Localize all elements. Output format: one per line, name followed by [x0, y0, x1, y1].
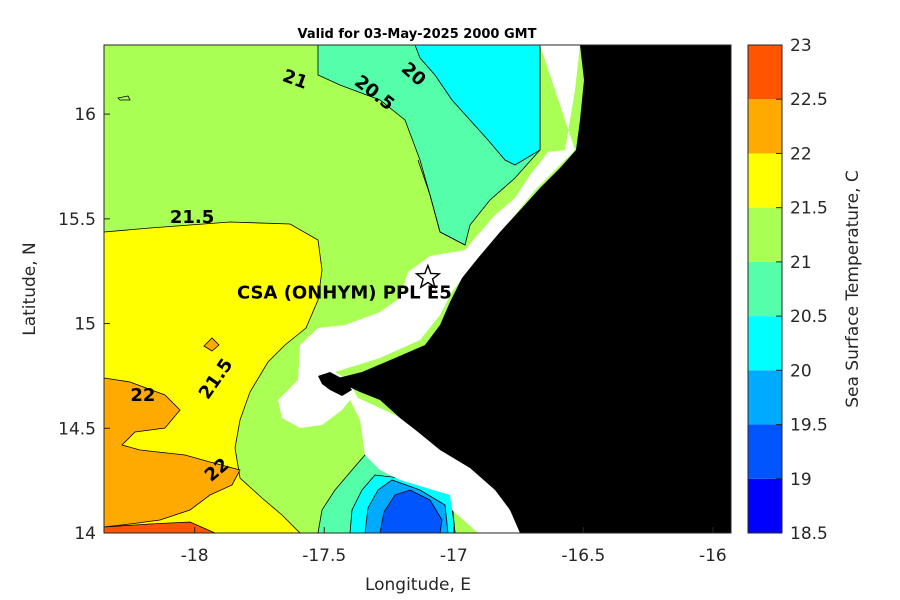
colorbar-swatch	[748, 153, 782, 208]
colorbar-swatch	[748, 99, 782, 154]
colorbar-swatch	[748, 45, 782, 100]
colorbar-swatch	[748, 207, 782, 262]
sst-region-19-south	[379, 489, 443, 533]
colorbar-tick-label: 18.5	[790, 524, 828, 544]
cape-verde-peninsula	[318, 372, 352, 396]
y-tick-label: 15.5	[58, 210, 96, 230]
colorbar-tick-label: 20.5	[790, 307, 828, 327]
map-frame	[103, 44, 732, 534]
sst-region-20	[414, 45, 541, 166]
colorbar-tick-label: 19.5	[790, 416, 828, 436]
y-tick-label: 14	[74, 524, 96, 544]
contour-line-21-5	[417, 159, 466, 246]
nodata-coastal-band	[278, 45, 580, 533]
colorbar-tick-label: 22	[790, 144, 812, 164]
sst-blob-22	[203, 337, 220, 352]
colorbar-swatch	[748, 424, 782, 479]
colorbar-swatch	[748, 316, 782, 371]
figure-title: Valid for 03-May-2025 2000 GMT	[298, 27, 537, 42]
y-axis-label: Latitude, N	[20, 242, 40, 336]
x-axis-label: Longitude, E	[365, 575, 471, 595]
x-axis-ticks: -18 -17.5 -17 -16.5 -16	[181, 527, 727, 566]
colorbar-tick-label: 19	[790, 470, 812, 490]
x-tick-label: -16	[699, 546, 727, 566]
contour-label: 22	[130, 385, 155, 406]
colorbar-frame	[747, 44, 783, 534]
y-tick-label: 15	[74, 315, 96, 335]
y-tick-label: 14.5	[58, 419, 96, 439]
sst-region-22-5	[104, 521, 216, 533]
colorbar-swatch	[748, 261, 782, 317]
contour-island-north	[117, 95, 131, 101]
colorbar-label: Sea Surface Temperature, C	[843, 170, 863, 408]
colorbar-tick-label: 21	[790, 253, 812, 273]
star-icon[interactable]	[414, 263, 442, 289]
colorbar-tick-label: 20	[790, 361, 812, 381]
colorbar-tick-label: 22.5	[790, 90, 828, 110]
y-axis-ticks: 14 14.5 15 15.5 16	[58, 105, 110, 544]
x-tick-label: -18	[181, 546, 209, 566]
x-tick-label: -16.5	[561, 546, 605, 566]
x-tick-label: -17	[440, 546, 468, 566]
sst-region-22	[104, 377, 241, 528]
colorbar-swatch	[748, 478, 782, 533]
colorbar: 18.5 19 19.5 20 20.5 21 21.5 22 22.5 23	[747, 36, 828, 544]
contour-label: 21.5	[170, 207, 214, 228]
x-tick-label: -17.5	[302, 546, 346, 566]
colorbar-tick-label: 23	[790, 36, 812, 56]
y-tick-label: 16	[74, 105, 96, 125]
colorbar-swatch	[748, 370, 782, 425]
land-mass[interactable]	[338, 45, 731, 533]
site-label: CSA (ONHYM) PPL E5	[237, 282, 452, 303]
colorbar-tick-label: 21.5	[790, 199, 828, 219]
site-marker[interactable]: CSA (ONHYM) PPL E5	[237, 263, 452, 304]
